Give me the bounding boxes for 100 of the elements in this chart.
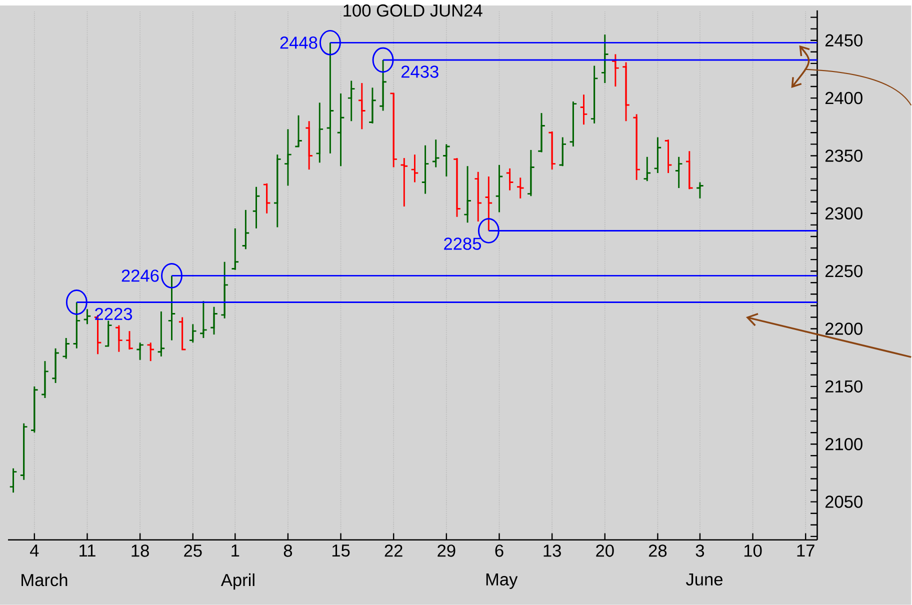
ref-line-label: 2448 xyxy=(280,36,318,49)
x-tick-label: 25 xyxy=(184,544,202,557)
candlestick xyxy=(284,128,292,187)
candlestick xyxy=(347,80,356,122)
candlestick xyxy=(231,228,240,271)
candlestick xyxy=(62,337,70,360)
x-tick-label: 13 xyxy=(544,544,561,557)
candlestick xyxy=(548,130,556,170)
x-tick-label: 4 xyxy=(30,544,39,557)
candlestick xyxy=(474,171,482,222)
x-tick-label: 18 xyxy=(132,544,149,557)
candlestick xyxy=(516,177,524,200)
ref-line-label: 2433 xyxy=(401,66,438,78)
candlestick xyxy=(569,100,578,148)
candlestick xyxy=(611,54,620,88)
candlestick xyxy=(442,144,451,178)
text: April xyxy=(220,574,254,590)
y-tick-label: 2300 xyxy=(825,207,862,220)
x-tick-label: 6 xyxy=(495,544,504,557)
candlestick xyxy=(304,120,314,170)
x-tick-label: 22 xyxy=(384,544,402,557)
candlestick xyxy=(537,112,546,154)
candlestick xyxy=(600,34,609,84)
candlestick xyxy=(104,320,112,347)
x-tick-label: 29 xyxy=(438,544,456,557)
chart-title: 100 GOLD JUN24 xyxy=(344,4,482,17)
candlestick xyxy=(220,261,229,320)
text: March xyxy=(22,574,68,586)
candlestick xyxy=(622,62,630,122)
candlestick xyxy=(20,422,28,481)
y-tick-label: 2050 xyxy=(825,496,862,508)
candlestick xyxy=(400,157,408,208)
candlestick xyxy=(199,300,208,339)
candlestick xyxy=(83,308,92,325)
candlestick xyxy=(316,102,324,164)
y-tick-label: 2200 xyxy=(825,322,862,335)
candlestick xyxy=(421,144,430,195)
x-tick-label: 11 xyxy=(80,544,96,557)
candlestick xyxy=(580,94,588,126)
ref-line-label: 2223 xyxy=(95,308,132,320)
candlestick xyxy=(368,87,377,124)
candlestick xyxy=(178,316,186,350)
candlestick xyxy=(696,182,704,200)
candlestick xyxy=(188,324,197,344)
candlestick xyxy=(157,310,166,358)
x-tick-label: 17 xyxy=(797,544,814,557)
x-tick-label: 1 xyxy=(232,544,240,557)
x-tick-label: 3 xyxy=(696,544,704,557)
ref-line-label: 2246 xyxy=(122,270,159,282)
candlestick xyxy=(674,156,683,189)
candlestick xyxy=(358,82,366,130)
candlestick xyxy=(30,386,39,434)
candlestick xyxy=(336,92,345,167)
candlestick xyxy=(252,186,260,230)
y-tick-label: 2100 xyxy=(825,438,862,450)
candlestick xyxy=(410,154,419,184)
candlestick xyxy=(136,342,144,361)
candlestick xyxy=(262,182,271,214)
candlestick xyxy=(210,306,218,336)
candlestick xyxy=(389,92,398,168)
candlestick xyxy=(40,360,50,399)
candlestick xyxy=(654,136,662,174)
candlestick xyxy=(125,330,134,350)
x-tick-label: 28 xyxy=(648,544,667,557)
candlestick xyxy=(558,136,567,167)
candlestick xyxy=(432,138,440,168)
candlestick xyxy=(9,468,18,494)
y-tick-label: 2150 xyxy=(825,380,862,393)
x-tick-label: 15 xyxy=(332,544,350,557)
text: May xyxy=(486,574,518,590)
candlestick xyxy=(590,65,598,124)
candlestick xyxy=(452,157,462,218)
candlestick xyxy=(463,165,472,224)
candlestick xyxy=(632,114,641,181)
ref-line-label: 2285 xyxy=(444,238,482,250)
x-tick-label: 8 xyxy=(284,544,292,557)
text: June xyxy=(686,574,722,586)
candlestick xyxy=(294,114,303,148)
candlestick xyxy=(326,42,334,154)
candlestick xyxy=(51,348,60,384)
candlestick xyxy=(526,149,536,197)
candlestick xyxy=(378,59,388,112)
candlestick xyxy=(484,176,493,232)
y-tick-label: 2450 xyxy=(825,34,862,47)
candlestick xyxy=(685,150,694,190)
candlestick xyxy=(72,302,81,350)
candlestick xyxy=(168,275,176,342)
y-tick-label: 2400 xyxy=(825,92,862,104)
candlestick xyxy=(643,156,652,182)
y-tick-label: 2250 xyxy=(825,265,862,278)
candlestick xyxy=(114,324,124,353)
candlestick xyxy=(495,164,504,214)
candlestick xyxy=(664,138,672,174)
candlestick xyxy=(506,168,514,192)
x-tick-label: 20 xyxy=(596,544,614,557)
candlestick xyxy=(242,209,250,250)
candlestick xyxy=(273,154,282,228)
candlestick xyxy=(146,342,155,362)
x-tick-label: 10 xyxy=(744,544,762,557)
y-tick-label: 2350 xyxy=(825,150,862,162)
